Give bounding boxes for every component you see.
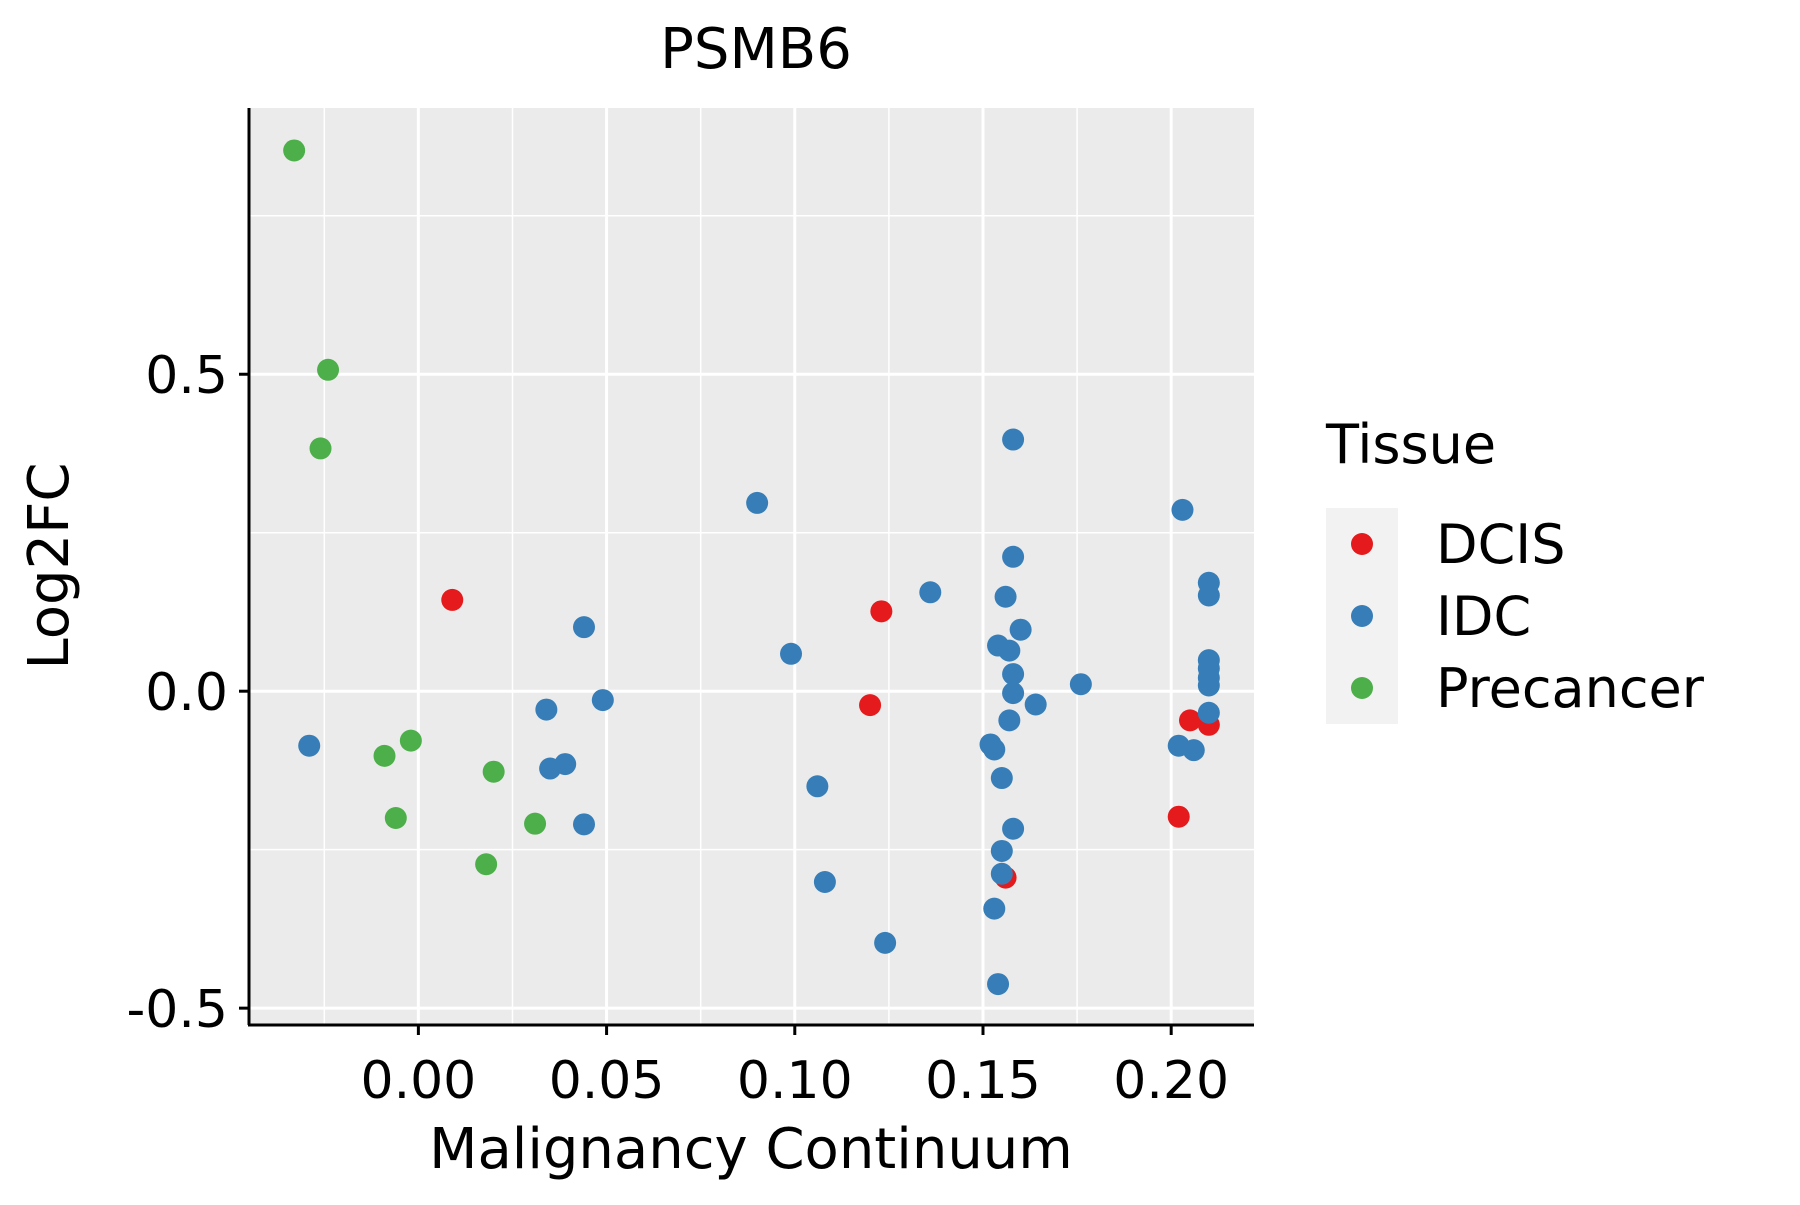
legend-key-idc bbox=[1351, 605, 1373, 627]
data-point-precancer bbox=[373, 744, 396, 767]
data-point-idc bbox=[1009, 618, 1032, 641]
data-point-precancer bbox=[309, 437, 332, 460]
data-point-idc bbox=[919, 581, 942, 604]
data-point-idc bbox=[1182, 739, 1205, 762]
data-point-precancer bbox=[283, 139, 306, 162]
data-point-idc bbox=[990, 862, 1013, 885]
data-point-idc bbox=[1002, 663, 1025, 686]
data-point-idc bbox=[780, 642, 803, 665]
legend-entries: DCIS IDC Precancer bbox=[1351, 513, 1705, 720]
data-point-idc bbox=[1002, 545, 1025, 568]
data-point-idc bbox=[874, 931, 897, 954]
data-point-idc bbox=[573, 616, 595, 639]
data-point-precancer bbox=[317, 358, 340, 381]
legend-label-precancer: Precancer bbox=[1436, 657, 1705, 720]
y-tick-label: 0.0 bbox=[145, 663, 228, 723]
legend-label-dcis: DCIS bbox=[1436, 513, 1566, 576]
data-point-idc bbox=[1069, 673, 1092, 696]
data-point-dcis bbox=[859, 694, 882, 717]
y-tick-label: -0.5 bbox=[127, 980, 228, 1040]
data-point-idc bbox=[990, 767, 1013, 790]
y-axis-ticks: -0.5 0.0 0.5 bbox=[127, 346, 249, 1040]
x-tick-label: 0.10 bbox=[737, 1051, 853, 1111]
data-point-idc bbox=[983, 897, 1006, 920]
data-point-idc bbox=[1002, 428, 1025, 451]
data-point-idc bbox=[1197, 584, 1220, 607]
data-point-dcis bbox=[1179, 709, 1202, 732]
data-point-dcis bbox=[1167, 805, 1190, 828]
data-point-idc bbox=[1197, 701, 1220, 724]
data-point-idc bbox=[983, 738, 1006, 761]
data-point-idc bbox=[998, 709, 1021, 732]
data-point-idc bbox=[1171, 498, 1194, 521]
plot-panel bbox=[249, 108, 1254, 1024]
data-point-idc bbox=[1197, 674, 1220, 697]
data-point-precancer bbox=[524, 812, 547, 835]
legend-label-idc: IDC bbox=[1436, 585, 1531, 648]
data-point-idc bbox=[535, 698, 558, 721]
data-point-idc bbox=[806, 775, 829, 798]
data-point-idc bbox=[813, 871, 836, 894]
data-point-idc bbox=[987, 973, 1010, 996]
data-point-dcis bbox=[441, 588, 464, 611]
data-point-idc bbox=[746, 491, 769, 514]
data-point-idc bbox=[998, 639, 1021, 662]
data-point-idc bbox=[554, 753, 577, 776]
data-points bbox=[283, 139, 1220, 996]
x-tick-label: 0.20 bbox=[1113, 1051, 1229, 1111]
data-point-dcis bbox=[870, 600, 893, 623]
data-point-precancer bbox=[475, 853, 498, 876]
legend: Tissue DCIS IDC Precancer bbox=[1325, 413, 1705, 724]
legend-key-dcis bbox=[1351, 533, 1373, 555]
x-axis-title: Malignancy Continuum bbox=[429, 1117, 1073, 1182]
data-point-idc bbox=[990, 839, 1013, 862]
y-axis-title: Log2FC bbox=[17, 463, 82, 670]
x-tick-label: 0.15 bbox=[925, 1051, 1041, 1111]
x-tick-label: 0.05 bbox=[549, 1051, 665, 1111]
data-point-idc bbox=[994, 585, 1017, 608]
y-tick-label: 0.5 bbox=[145, 346, 228, 406]
grid-minor bbox=[249, 108, 1254, 1024]
data-point-idc bbox=[591, 689, 614, 712]
data-point-idc bbox=[573, 813, 595, 836]
x-axis-ticks: 0.00 0.05 0.10 0.15 0.20 bbox=[360, 1025, 1229, 1111]
x-tick-label: 0.00 bbox=[360, 1051, 476, 1111]
data-point-precancer bbox=[399, 729, 422, 752]
data-point-precancer bbox=[482, 760, 505, 783]
data-point-precancer bbox=[384, 806, 407, 829]
legend-title: Tissue bbox=[1325, 413, 1496, 476]
data-point-idc bbox=[1002, 817, 1025, 840]
data-point-idc bbox=[1024, 693, 1047, 716]
data-point-idc bbox=[1002, 682, 1025, 705]
chart-title: PSMB6 bbox=[660, 17, 852, 82]
legend-key-precancer bbox=[1351, 677, 1373, 699]
data-point-idc bbox=[298, 734, 321, 757]
